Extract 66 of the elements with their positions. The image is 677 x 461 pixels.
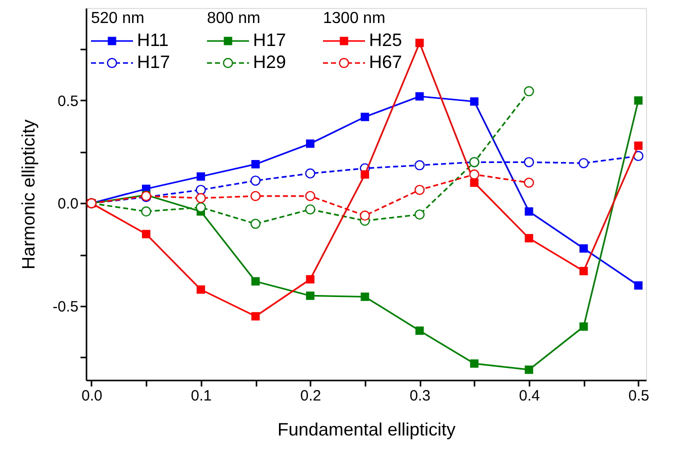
x-axis-title: Fundamental ellipticity xyxy=(277,420,456,440)
point xyxy=(579,266,588,276)
point xyxy=(524,366,534,374)
point xyxy=(306,139,314,148)
point xyxy=(251,160,260,168)
point xyxy=(415,92,424,101)
x-tick-label: 0.4 xyxy=(519,388,540,404)
point xyxy=(634,96,643,105)
legend-label: H17 xyxy=(137,52,170,72)
point xyxy=(142,230,150,238)
point xyxy=(414,184,425,195)
point xyxy=(196,193,206,204)
y-axis-title: Harmonic ellipticity xyxy=(18,119,39,270)
point xyxy=(251,312,260,320)
point xyxy=(250,190,261,202)
legend-label: H11 xyxy=(137,30,169,50)
point xyxy=(250,218,261,229)
legend-label: H67 xyxy=(369,52,402,72)
x-tick-label: 0.5 xyxy=(628,388,650,404)
y-tick-label: 0.5 xyxy=(58,92,78,110)
point xyxy=(360,170,370,179)
point xyxy=(470,178,478,187)
point xyxy=(196,172,206,181)
point xyxy=(305,204,316,214)
point xyxy=(141,206,152,217)
x-tick-label: 0.0 xyxy=(82,388,102,404)
legend-label: H25 xyxy=(369,30,402,50)
x-tick-label: 0.3 xyxy=(410,388,431,404)
x-tick-label: 0.1 xyxy=(190,388,212,404)
x-tick-label: 0.2 xyxy=(300,388,322,404)
y-tick-label: -0.5 xyxy=(52,298,78,316)
point xyxy=(414,160,425,170)
legend-label: H29 xyxy=(253,52,286,72)
point xyxy=(524,207,534,216)
point xyxy=(306,292,314,300)
point xyxy=(579,322,588,331)
point xyxy=(524,234,534,242)
point xyxy=(578,158,589,168)
point xyxy=(524,178,534,188)
point xyxy=(305,190,316,202)
point xyxy=(524,86,534,96)
legend-label: H17 xyxy=(253,30,286,50)
point xyxy=(196,202,206,212)
point xyxy=(305,168,316,179)
point xyxy=(306,275,314,284)
point xyxy=(470,359,478,368)
annotation: 800 nm xyxy=(207,10,260,27)
annotation: 520 nm xyxy=(91,10,144,27)
point xyxy=(360,112,370,122)
point xyxy=(579,244,588,253)
point xyxy=(251,277,260,286)
point xyxy=(469,169,480,180)
point xyxy=(414,209,425,220)
y-tick-label: 0.0 xyxy=(58,196,78,213)
point xyxy=(634,142,643,150)
point xyxy=(415,326,424,335)
point xyxy=(470,97,478,106)
point xyxy=(196,184,206,195)
point xyxy=(196,285,206,294)
point xyxy=(634,281,643,290)
point xyxy=(415,38,424,48)
point xyxy=(360,292,370,301)
point xyxy=(250,176,261,186)
point xyxy=(360,210,370,221)
annotation: 1300 nm xyxy=(323,10,386,27)
point xyxy=(524,157,534,168)
